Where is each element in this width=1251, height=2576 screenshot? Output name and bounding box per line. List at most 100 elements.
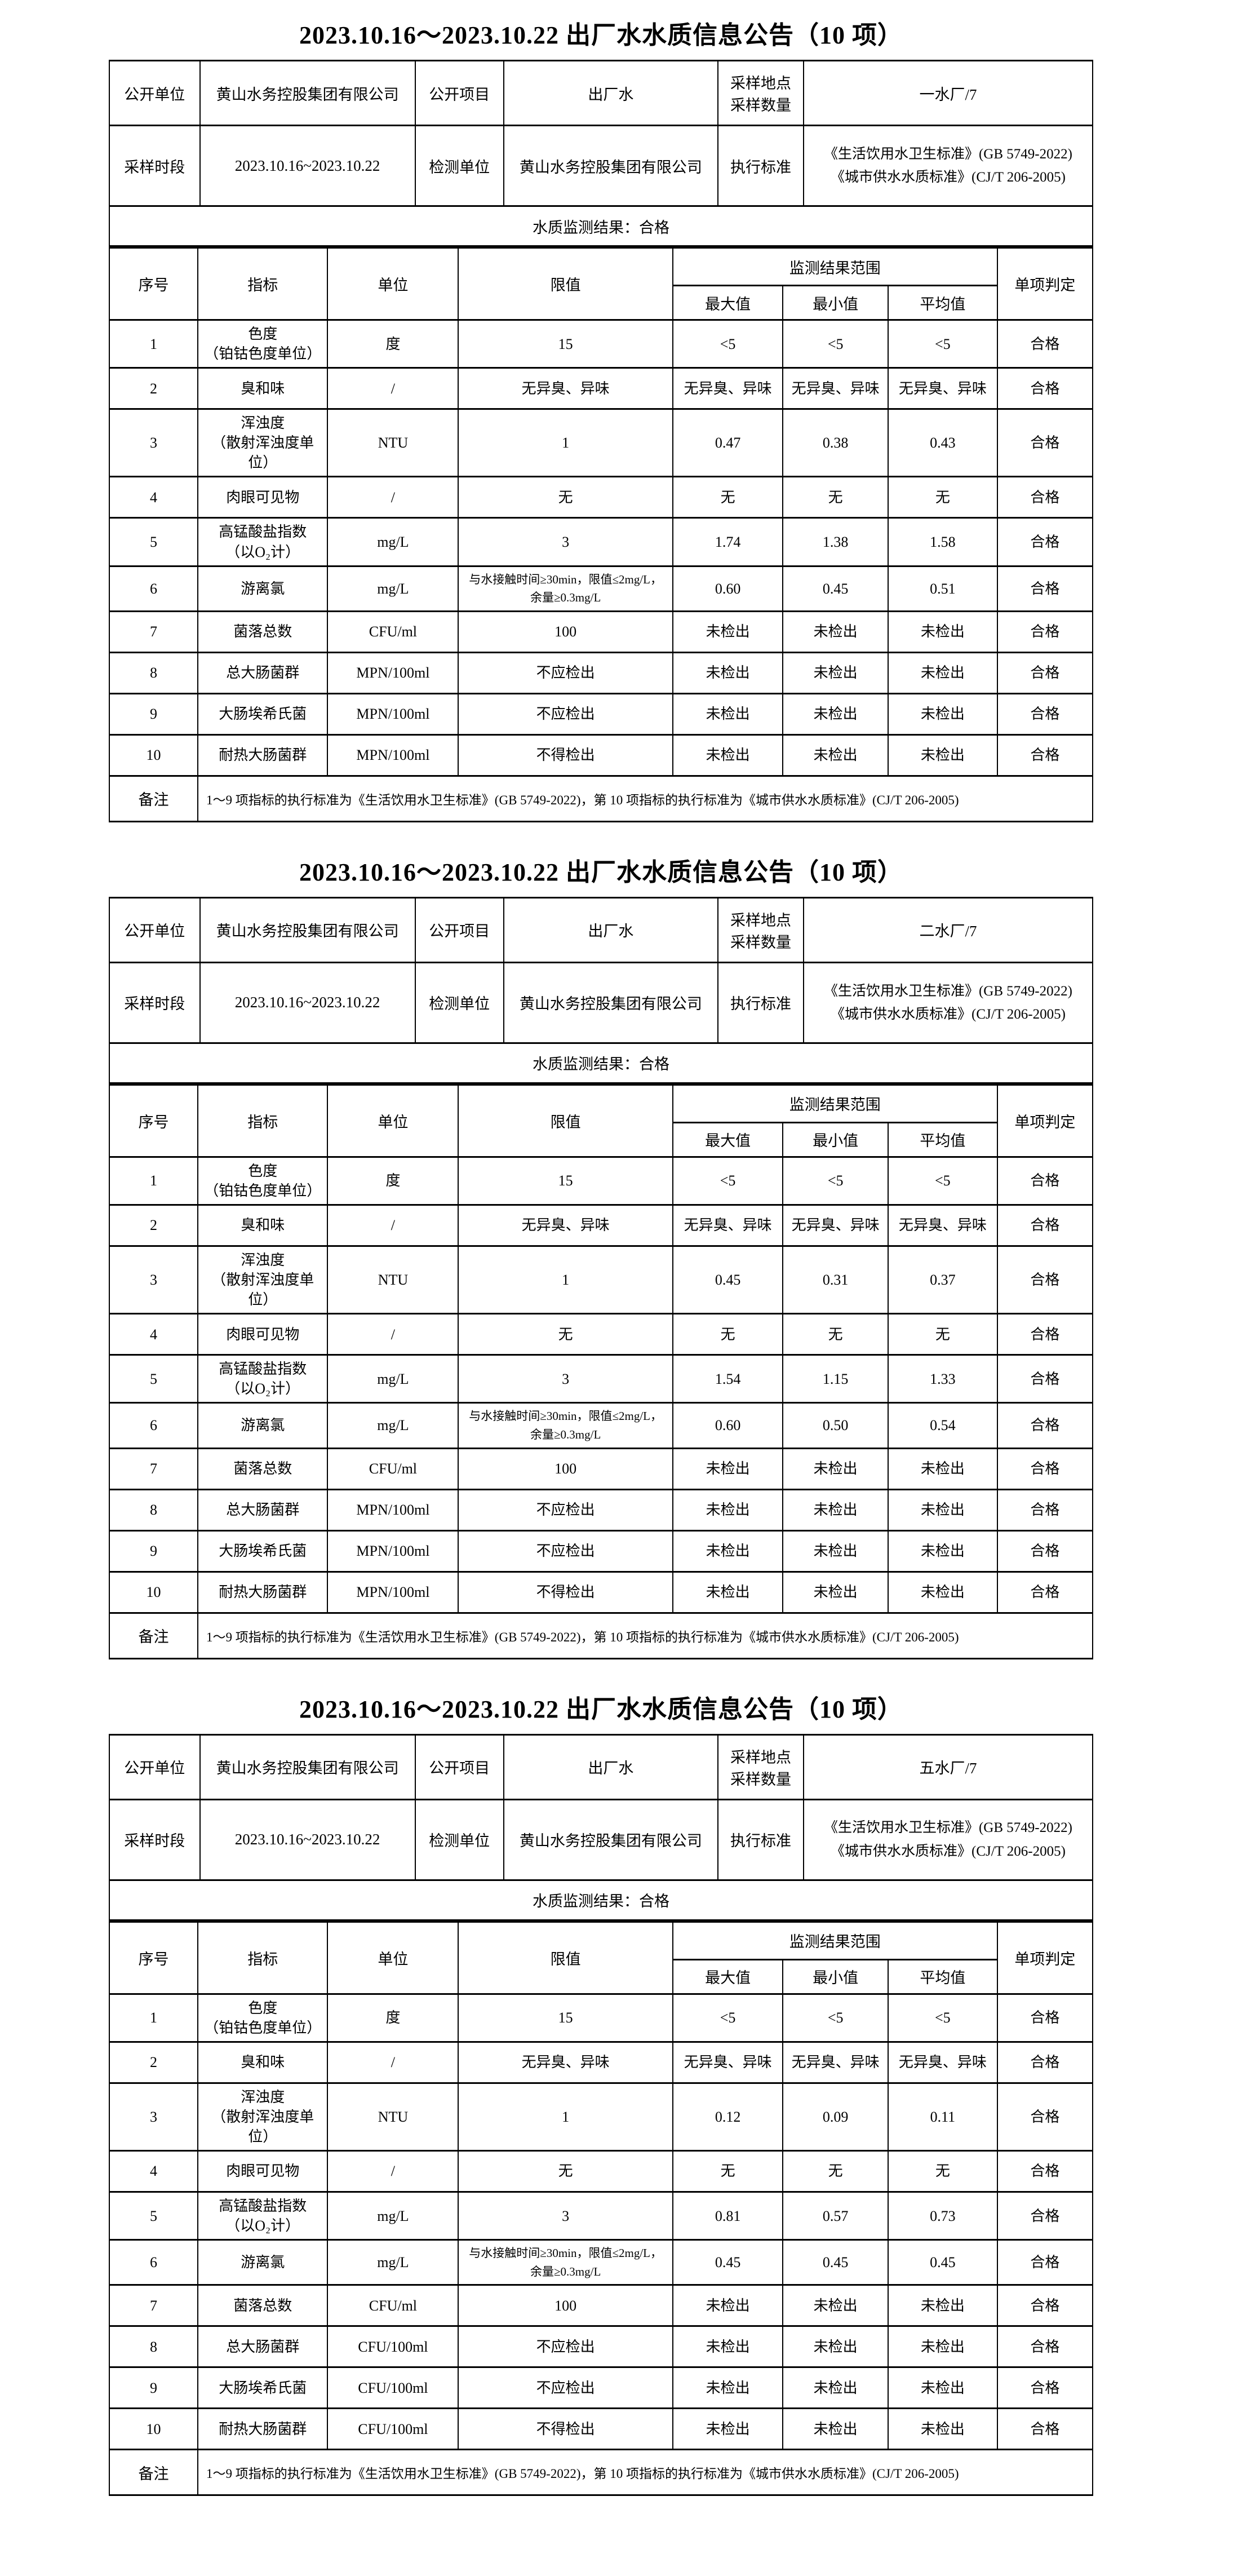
table-row: 10 耐热大肠菌群 CFU/100ml 不得检出 未检出 未检出 未检出 合格 (108, 2407, 1094, 2451)
cell: 100 (458, 2284, 673, 2327)
cell: 高锰酸盐指数 （以O₂计） (197, 2190, 329, 2241)
cell: 3 (108, 1245, 199, 1315)
cell: 耐热大肠菌群 (197, 1570, 329, 1614)
sampling-site-label: 采样地点 采样数量 (717, 896, 804, 963)
cell: NTU (327, 2082, 459, 2152)
cell: 合格 (996, 1488, 1094, 1532)
cell: CFU/100ml (327, 2366, 459, 2410)
col-header-unit: 单位 (327, 247, 459, 321)
table-row: 水质监测结果：合格 (109, 205, 1093, 247)
cell: 0.57 (782, 2190, 889, 2241)
cell: CFU/ml (327, 610, 459, 653)
cell: 0.50 (782, 1402, 889, 1449)
cell: CFU/100ml (327, 2407, 459, 2451)
cell: 无 (888, 476, 998, 519)
cell: 未检出 (888, 1570, 998, 1614)
table-row: 8 总大肠菌群 MPN/100ml 不应检出 未检出 未检出 未检出 合格 (108, 1488, 1094, 1532)
cell: <5 (672, 1993, 784, 2043)
cell: 2 (108, 2041, 199, 2084)
cell: 合格 (996, 2239, 1094, 2286)
cell: 0.60 (672, 565, 784, 612)
cell: 合格 (996, 367, 1094, 410)
cell: 无异臭、异味 (888, 1203, 998, 1247)
sampling-period-label: 采样时段 (109, 125, 201, 207)
cell: mg/L (327, 565, 459, 612)
cell: 15 (458, 318, 673, 369)
cell: 3 (458, 1354, 673, 1404)
col-header-result-range: 监测结果范围 (672, 1083, 998, 1123)
publish-unit-value: 黄山水务控股集团有限公司 (199, 60, 416, 126)
cell: 0.45 (888, 2239, 998, 2286)
cell: 0.45 (672, 2239, 784, 2286)
info-table: 公开单位 黄山水务控股集团有限公司 公开项目 出厂水 采样地点 采样数量 二水厂… (109, 896, 1094, 1084)
cell: 未检出 (782, 1488, 889, 1532)
table-row: 3 浑浊度 （散射浑浊度单位） NTU 1 0.47 0.38 0.43 合格 (108, 408, 1094, 478)
cell: 0.73 (888, 2190, 998, 2241)
cell: 3 (458, 517, 673, 567)
col-header-indicator: 指标 (197, 1920, 329, 1995)
col-header-indicator: 指标 (197, 1083, 329, 1158)
col-header-max: 最大值 (672, 285, 784, 321)
cell: 未检出 (888, 1447, 998, 1490)
sampling-period-value: 2023.10.16~2023.10.22 (199, 961, 416, 1044)
col-header-unit: 单位 (327, 1083, 459, 1158)
col-header-max: 最大值 (672, 1958, 784, 1995)
cell: 8 (108, 1488, 199, 1532)
cell: 未检出 (782, 2284, 889, 2327)
standard-value: 《生活饮用水卫生标准》(GB 5749-2022) 《城市供水水质标准》(CJ/… (802, 961, 1094, 1044)
table-header-row: 序号 指标 单位 限值 监测结果范围 单项判定 (108, 1920, 1094, 1995)
sampling-site-label: 采样地点 采样数量 (717, 1733, 804, 1800)
cell: 合格 (996, 1203, 1094, 1247)
cell: 未检出 (672, 1529, 784, 1573)
table-row: 9 大肠埃希氏菌 CFU/100ml 不应检出 未检出 未检出 未检出 合格 (108, 2366, 1094, 2410)
cell: 大肠埃希氏菌 (197, 692, 329, 736)
col-header-seq: 序号 (108, 247, 199, 321)
cell: 1 (458, 1245, 673, 1315)
cell: 合格 (996, 1354, 1094, 1404)
sampling-site-value: 五水厂/7 (802, 1733, 1094, 1800)
cell: 浑浊度 （散射浑浊度单位） (197, 2082, 329, 2152)
cell: 无异臭、异味 (888, 2041, 998, 2084)
col-header-seq: 序号 (108, 1920, 199, 1995)
monitoring-result: 水质监测结果：合格 (109, 205, 1093, 247)
cell: 菌落总数 (197, 610, 329, 653)
table-row: 7 菌落总数 CFU/ml 100 未检出 未检出 未检出 合格 (108, 610, 1094, 653)
table-row: 公开单位 黄山水务控股集团有限公司 公开项目 出厂水 采样地点 采样数量 二水厂… (109, 896, 1094, 963)
cell: 未检出 (888, 610, 998, 653)
cell: 不应检出 (458, 2325, 673, 2369)
results-table: 序号 指标 单位 限值 监测结果范围 单项判定 最大值 最小值 平均值 1 色度 … (108, 1083, 1094, 1659)
cell: 15 (458, 1156, 673, 1206)
cell: 无 (782, 1313, 889, 1356)
table-row: 3 浑浊度 （散射浑浊度单位） NTU 1 0.45 0.31 0.37 合格 (108, 1245, 1094, 1315)
cell: 合格 (996, 517, 1094, 567)
sampling-site-label: 采样地点 采样数量 (717, 60, 804, 126)
cell: 未检出 (672, 2284, 784, 2327)
monitoring-result: 水质监测结果：合格 (109, 1879, 1093, 1921)
cell: 合格 (996, 2284, 1094, 2327)
cell: 无 (888, 1313, 998, 1356)
cell: 合格 (996, 565, 1094, 612)
cell: 不得检出 (458, 1570, 673, 1614)
test-unit-label: 检测单位 (414, 1798, 504, 1881)
col-header-judge: 单项判定 (996, 1083, 1094, 1158)
cell: 合格 (996, 1570, 1094, 1614)
test-unit-value: 黄山水务控股集团有限公司 (503, 1798, 719, 1881)
cell: 色度 （铂钴色度单位） (197, 318, 329, 369)
publish-unit-value: 黄山水务控股集团有限公司 (199, 1733, 416, 1800)
cell: 浑浊度 （散射浑浊度单位） (197, 408, 329, 478)
cell: 无 (458, 476, 673, 519)
cell: 不应检出 (458, 1488, 673, 1532)
cell: 肉眼可见物 (197, 2149, 329, 2193)
table-row: 6 游离氯 mg/L 与水接触时间≥30min，限值≤2mg/L，余量≥0.3mg/L… (108, 2239, 1094, 2286)
test-unit-value: 黄山水务控股集团有限公司 (503, 961, 719, 1044)
results-table: 序号 指标 单位 限值 监测结果范围 单项判定 最大值 最小值 平均值 1 色度 … (108, 247, 1094, 822)
table-row: 4 肉眼可见物 / 无无无无合格 (108, 1313, 1094, 1356)
col-header-judge: 单项判定 (996, 1920, 1094, 1995)
cell: 0.45 (782, 565, 889, 612)
cell: 合格 (996, 1447, 1094, 1490)
table-row: 5 高锰酸盐指数 （以O₂计） mg/L 3 0.81 0.57 0.73 合格 (108, 2190, 1094, 2241)
table-row: 5 高锰酸盐指数 （以O₂计） mg/L 3 1.54 1.15 1.33 合格 (108, 1354, 1094, 1404)
cell: 未检出 (672, 2325, 784, 2369)
cell: 不应检出 (458, 1529, 673, 1573)
table-row: 4 肉眼可见物 / 无无无无合格 (108, 476, 1094, 519)
